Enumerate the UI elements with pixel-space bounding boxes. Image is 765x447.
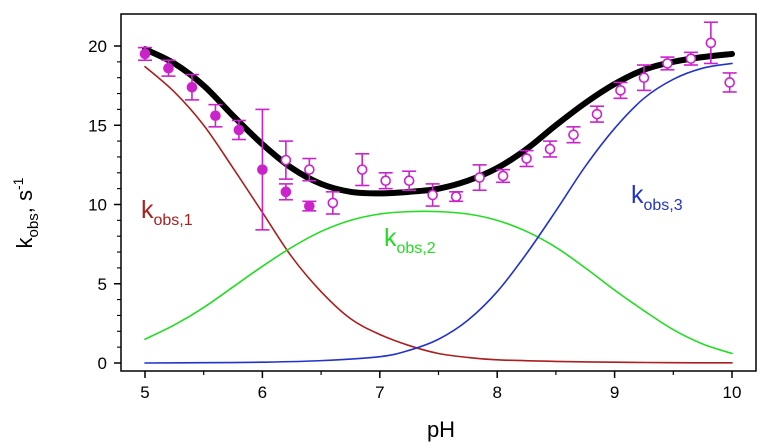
- marker-filled: [280, 186, 292, 198]
- marker-open: [544, 143, 556, 155]
- y-axis-title-sub: obs: [25, 213, 42, 237]
- marker-open: [615, 85, 626, 96]
- series-label-sub: obs,3: [644, 197, 683, 214]
- y-tick-label: 20: [88, 37, 107, 56]
- marker-open: [705, 37, 717, 49]
- series-label-sub: obs,1: [154, 212, 193, 229]
- y-tick-label: 5: [98, 275, 107, 294]
- series-line-total: [142, 46, 735, 197]
- y-axis-title-main: k: [12, 236, 37, 248]
- y-axis-title-sep: , s: [12, 190, 37, 213]
- marker-open: [380, 175, 391, 187]
- x-tick-label: 8: [492, 383, 501, 402]
- series-label-sub: obs,2: [397, 240, 436, 257]
- marker-open: [685, 53, 697, 64]
- x-tick-label: 5: [140, 383, 149, 402]
- marker-open: [638, 72, 650, 83]
- series-label-main: k: [631, 181, 644, 209]
- marker-open: [497, 170, 509, 182]
- data-point-open: [496, 168, 511, 184]
- series-label-kobs-3: kobs,3: [631, 181, 683, 214]
- data-point-open: [722, 72, 737, 93]
- series-label-kobs-1: kobs,1: [141, 196, 193, 229]
- series-line-kobs-3: [144, 62, 733, 364]
- data-point-open: [660, 56, 675, 71]
- marker-filled: [233, 124, 245, 136]
- series-label-kobs-2: kobs,2: [384, 224, 436, 257]
- y-tick-label: 15: [88, 116, 107, 135]
- data-point-open: [636, 64, 651, 92]
- series-line-kobs-1: [144, 65, 733, 364]
- data-point-open: [519, 149, 534, 168]
- x-tick-label: 6: [258, 383, 267, 402]
- ticks-layer: 5 6 7 8 9 10 0 5 10 15 20: [88, 37, 741, 402]
- marker-filled: [304, 200, 315, 212]
- marker-open: [474, 172, 485, 183]
- series-label-main: k: [384, 224, 397, 252]
- data-point-open: [355, 152, 370, 187]
- points-layer: [138, 21, 737, 231]
- x-tick-label: 7: [375, 383, 384, 402]
- data-point-open: [472, 164, 487, 192]
- data-point-open: [613, 81, 628, 100]
- marker-open: [450, 191, 462, 202]
- data-point-filled: [302, 200, 317, 212]
- data-point-filled: [255, 108, 270, 231]
- marker-filled: [139, 48, 151, 60]
- data-point-open: [703, 21, 718, 65]
- data-point-filled: [278, 183, 293, 201]
- y-tick-label: 0: [98, 354, 107, 373]
- series-line-kobs-2: [144, 210, 733, 355]
- x-axis-title: pH: [427, 417, 455, 442]
- marker-open: [403, 175, 415, 187]
- marker-filled: [210, 110, 221, 122]
- data-point-open: [425, 183, 440, 207]
- data-point-open: [378, 172, 393, 190]
- x-tick-label: 10: [723, 383, 742, 402]
- data-point-open: [543, 140, 558, 158]
- x-tick-label: 9: [610, 383, 619, 402]
- marker-open: [280, 154, 292, 166]
- data-point-filled: [184, 73, 199, 101]
- data-point-open: [566, 126, 581, 144]
- data-point-filled: [161, 59, 176, 77]
- data-point-open: [302, 157, 317, 182]
- marker-open: [427, 189, 438, 201]
- marker-open: [327, 197, 339, 209]
- data-point-open: [278, 140, 293, 180]
- data-point-open: [325, 191, 340, 215]
- plot-area: [138, 21, 737, 364]
- data-point-filled: [231, 119, 246, 141]
- marker-open: [304, 164, 315, 175]
- y-axis-title-sup: -1: [10, 177, 26, 190]
- marker-filled: [257, 164, 268, 175]
- data-point-open: [589, 105, 604, 123]
- data-point-open: [402, 170, 417, 192]
- series-label-main: k: [141, 196, 154, 224]
- marker-open: [662, 58, 673, 69]
- marker-open: [724, 77, 735, 88]
- data-point-filled: [208, 103, 223, 128]
- y-axis-title: kobs, s-1: [10, 177, 42, 248]
- marker-filled: [163, 62, 174, 74]
- data-point-open: [449, 191, 464, 203]
- data-point-open: [683, 51, 698, 66]
- marker-open: [568, 129, 579, 141]
- marker-filled: [186, 81, 198, 93]
- marker-open: [521, 153, 532, 164]
- marker-open: [591, 108, 603, 120]
- data-point-filled: [138, 46, 152, 62]
- series-layer: [142, 46, 735, 364]
- y-tick-label: 10: [88, 196, 107, 215]
- marker-open: [356, 164, 368, 175]
